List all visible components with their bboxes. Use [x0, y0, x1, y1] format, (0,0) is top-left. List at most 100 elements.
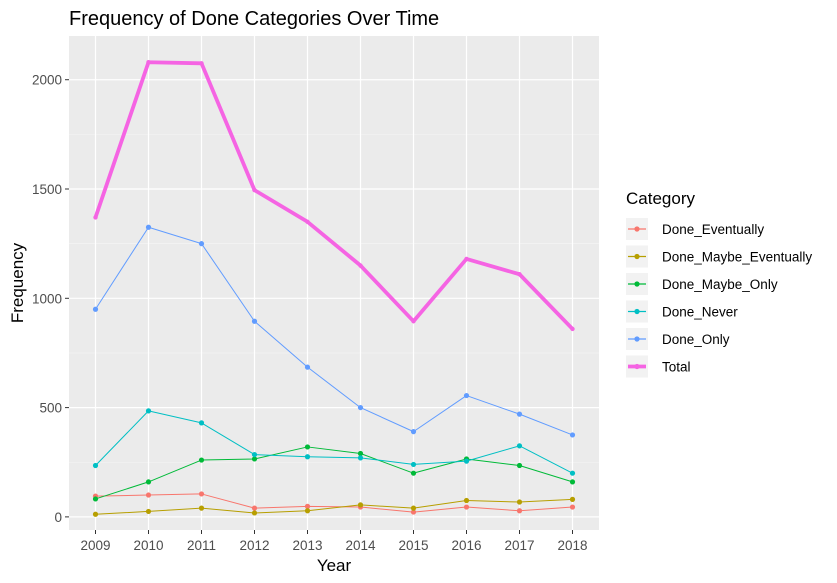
data-point-done-eventually — [251, 505, 258, 511]
series-total — [93, 60, 575, 332]
series-line-done-maybe-only — [95, 446, 573, 500]
legend-item-done-never: Done_Never — [626, 300, 738, 323]
data-point-done-only — [145, 224, 152, 230]
data-point-done-maybe-only — [516, 462, 523, 469]
legend-item-done-only: Done_Only — [626, 328, 730, 350]
data-point-done-only — [251, 318, 258, 324]
data-point-done-only — [410, 429, 417, 435]
series-line-done-only — [95, 226, 573, 436]
series-done-only — [92, 224, 576, 438]
legend-key-point — [634, 336, 640, 342]
legend-label: Done_Maybe_Only — [662, 277, 778, 292]
data-point-total — [146, 60, 151, 65]
y-tick-label: 1000 — [32, 291, 62, 306]
data-point-total — [252, 187, 257, 193]
data-point-done-never — [569, 470, 576, 476]
data-point-done-maybe-only — [92, 496, 99, 502]
data-point-done-only — [463, 392, 470, 399]
data-point-done-only — [569, 432, 576, 438]
data-point-done-maybe-only — [304, 444, 311, 450]
data-point-total — [199, 61, 204, 66]
y-axis-title: Frequency — [8, 242, 27, 323]
plot-panel — [69, 36, 599, 530]
series-line-total — [93, 60, 574, 331]
data-point-done-maybe-eventually — [304, 508, 311, 514]
legend-title: Category — [626, 189, 695, 208]
legend-key-point — [634, 226, 640, 232]
x-axis-title: Year — [317, 556, 352, 575]
legend-item-done-eventually: Done_Eventually — [626, 218, 764, 240]
x-tick-label: 2009 — [80, 538, 110, 553]
data-point-done-eventually — [304, 503, 311, 509]
data-point-total — [517, 272, 522, 277]
data-point-done-only — [304, 364, 311, 370]
x-axis-ticks: 2009 2010 2011 2012 2013 2014 2015 2016 2017 2018 — [80, 530, 588, 553]
x-tick-label: 2011 — [187, 538, 216, 553]
legend-item-total: Total — [626, 355, 691, 378]
data-point-done-only — [198, 241, 205, 247]
data-point-done-maybe-only — [569, 479, 576, 485]
y-tick-label: 0 — [54, 510, 62, 525]
data-point-done-only — [357, 404, 364, 411]
x-tick-label: 2015 — [398, 538, 428, 553]
legend-label: Total — [662, 360, 691, 375]
data-point-done-maybe-only — [198, 457, 205, 463]
x-tick-label: 2012 — [239, 538, 269, 553]
legend-item-done-maybe-only: Done_Maybe_Only — [626, 273, 778, 295]
data-point-done-never — [145, 408, 152, 414]
y-tick-label: 1500 — [32, 182, 62, 197]
data-point-done-maybe-eventually — [569, 496, 576, 502]
data-point-done-maybe-only — [251, 456, 258, 462]
y-tick-label: 2000 — [32, 73, 62, 88]
legend-label: Done_Never — [662, 305, 738, 320]
x-tick-label: 2016 — [451, 538, 481, 553]
series-done-maybe-eventually — [92, 496, 576, 517]
data-point-done-maybe-eventually — [251, 510, 258, 516]
series-done-never — [92, 408, 576, 476]
data-point-done-eventually — [145, 492, 152, 498]
grid-lines — [69, 36, 599, 530]
data-point-done-maybe-only — [357, 450, 364, 457]
data-point-total — [93, 215, 98, 220]
data-point-done-never — [463, 458, 470, 464]
data-point-done-eventually — [410, 509, 417, 515]
x-tick-label: 2018 — [557, 538, 587, 553]
legend-key-point — [634, 308, 640, 315]
legend-key-point — [634, 281, 640, 287]
data-point-done-maybe-eventually — [410, 505, 417, 511]
x-tick-label: 2013 — [292, 538, 322, 553]
data-point-done-maybe-eventually — [92, 511, 99, 517]
data-point-done-never — [516, 443, 523, 449]
legend: Category Done_Eventually Done_Maybe_Event… — [626, 189, 812, 378]
series-lines — [92, 60, 576, 517]
data-point-done-eventually — [516, 508, 523, 514]
series-line-done-eventually — [95, 493, 573, 513]
data-point-done-never — [198, 420, 205, 426]
data-point-total — [464, 256, 469, 262]
legend-item-done-maybe-eventually: Done_Maybe_Eventually — [626, 245, 812, 268]
data-point-done-never — [357, 455, 364, 461]
x-tick-label: 2014 — [345, 538, 376, 553]
data-point-done-eventually — [198, 491, 205, 497]
data-point-done-never — [251, 451, 258, 458]
legend-key-point — [634, 253, 640, 260]
data-point-done-only — [92, 306, 99, 312]
data-point-done-maybe-only — [410, 470, 417, 476]
data-point-done-maybe-eventually — [198, 505, 205, 511]
series-line-done-maybe-eventually — [95, 498, 573, 515]
series-line-done-never — [95, 410, 573, 474]
data-point-done-maybe-eventually — [463, 497, 470, 504]
data-point-done-never — [92, 462, 99, 469]
x-tick-label: 2017 — [504, 538, 534, 553]
data-point-done-maybe-only — [145, 479, 152, 485]
legend-label: Done_Only — [662, 332, 730, 347]
legend-key-point — [634, 363, 640, 370]
data-point-done-only — [516, 411, 523, 417]
data-point-done-maybe-eventually — [516, 499, 523, 505]
data-point-total — [411, 319, 416, 324]
chart-title: Frequency of Done Categories Over Time — [69, 8, 439, 30]
y-tick-label: 500 — [39, 401, 62, 416]
data-point-total — [358, 263, 363, 268]
y-axis-ticks: 0 500 1000 1500 2000 — [32, 73, 69, 525]
